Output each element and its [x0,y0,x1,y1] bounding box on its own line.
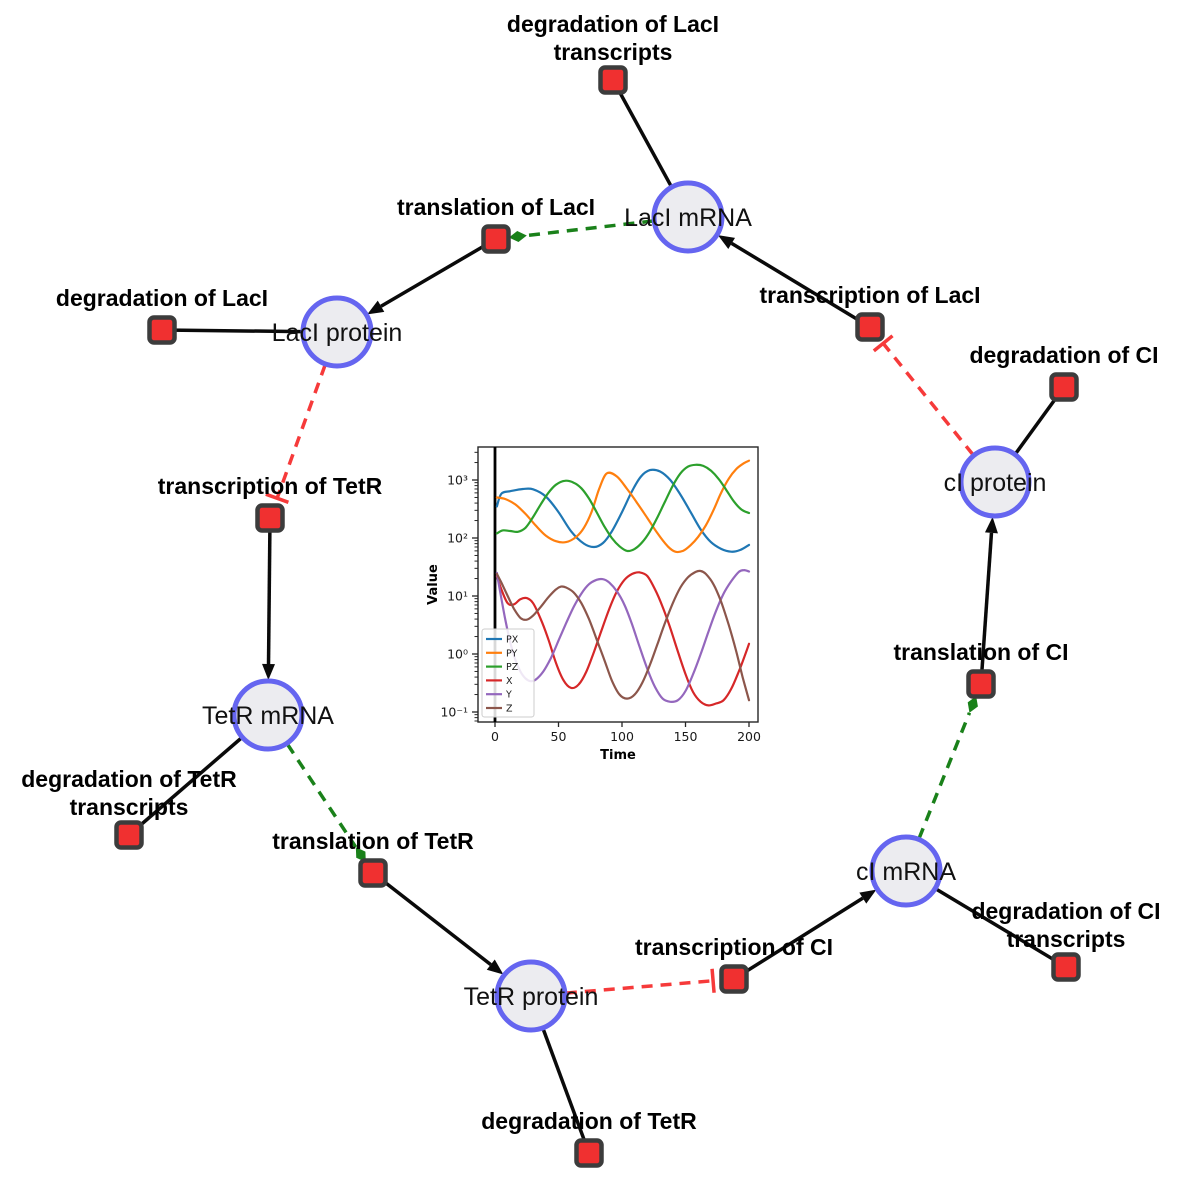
reaction-node-transcription-tetr [255,503,285,533]
chart-y-tick-label-0: 10⁰ [447,647,468,662]
edge-ci-protein-to-transcription-laci [881,342,975,456]
reaction-node-translation-ci [966,669,996,699]
chart-curve-PY [495,459,751,554]
edge-laci-protein-to-transcription-tetr-tbar-head [265,492,289,504]
chart-x-axis-label: Time [600,748,636,763]
reaction-node-transcription-laci [855,312,885,342]
label-transcription-laci: transcription of LacI [759,282,980,308]
label-deg-ci: degradation of CI [969,342,1158,368]
reaction-node-deg-ci-transcripts [1051,952,1081,982]
chart-curve-PX [495,468,751,553]
edges-layer [127,79,1067,1154]
edge-tetr-protein-to-deg-tetr [541,1028,591,1154]
species-node-ci-mrna [869,834,943,908]
chart-curve-Z [495,569,751,702]
edge-translation-ci-to-ci-protein [979,532,994,685]
edge-laci-protein-to-transcription-tetr [275,364,327,499]
chart-legend-label-Y: Y [505,690,512,701]
edge-translation-tetr-to-tetr-protein-arrowhead [486,959,504,975]
edge-laci-mrna-to-deg-laci-transcripts [611,79,673,188]
chart-layer: 0 50 100 150 200 Time 10⁻¹ 10⁰ 10¹ 10² 10³ Value PX P… [426,430,774,766]
label-ci-mrna: cI mRNA [856,858,956,886]
chart-legend-label-X: X [506,676,513,687]
label-deg-ci-transcripts-line2: transcripts [1007,926,1126,952]
reaction-node-deg-tetr [574,1138,604,1168]
edge-ci-mrna-to-deg-ci-transcripts [935,887,1067,969]
label-laci-protein: LacI protein [272,319,403,347]
edge-ci-protein-to-transcription-laci-tbar-head [872,334,894,353]
chart-x-tick-label-50: 50 [551,729,567,744]
label-tetr-mrna: TetR mRNA [202,702,334,730]
label-deg-laci-transcripts-line1: degradation of LacI [507,11,719,37]
chart-x-tick-label-0: 0 [491,729,499,744]
edge-tetr-mrna-to-translation-tetr-diamond-head [355,847,366,863]
edge-translation-ci-to-ci-protein-arrowhead [984,516,998,534]
label-deg-tetr-transcripts-line2: transcripts [70,794,189,820]
label-deg-laci-transcripts-line2: transcripts [554,39,673,65]
reaction-node-translation-tetr [358,858,388,888]
chart-y-tick-label-1: 10¹ [447,589,468,604]
edge-transcription-ci-to-ci-mrna-arrowhead [859,889,877,904]
label-deg-tetr: degradation of TetR [481,1108,697,1134]
chart-legend-label-PZ: PZ [506,662,519,673]
reaction-node-deg-laci [147,315,177,345]
label-translation-laci: translation of LacI [397,194,595,220]
chart-y-tick-label--1: 10⁻¹ [440,705,468,720]
chart-y-tick-label-3: 10³ [447,473,468,488]
edge-translation-laci-to-laci-protein-arrowhead [367,300,385,315]
chart-legend-label-PY: PY [506,648,518,659]
chart-legend-label-Z: Z [506,704,513,715]
labels-layer: LacI mRNA LacI protein TetR mRNA TetR prote… [21,11,1160,1134]
reaction-nodes-layer [114,65,1081,1168]
chart-x-tick-label-100: 100 [610,729,634,744]
edge-tetr-protein-to-transcription-ci [565,979,714,995]
edge-transcription-laci-to-laci-mrna-arrowhead [717,235,736,249]
reaction-node-deg-ci [1049,372,1079,402]
label-deg-laci: degradation of LacI [56,285,268,311]
label-laci-mrna: LacI mRNA [624,204,752,232]
label-deg-ci-transcripts-line1: degradation of CI [971,898,1160,924]
edge-translation-laci-to-laci-protein [380,237,497,308]
label-deg-tetr-transcripts-line1: degradation of TetR [21,766,237,792]
edge-laci-mrna-to-translation-laci-diamond-head [508,231,527,242]
chart-x-tick-label-200: 200 [737,729,761,744]
chart-x-tick-label-150: 150 [674,729,698,744]
edge-tetr-protein-to-transcription-ci-tbar-head [710,968,716,993]
chart-curve-PZ [495,463,751,553]
edge-ci-mrna-to-translation-ci [917,712,972,840]
edge-transcription-laci-to-laci-mrna [730,241,871,329]
label-transcription-tetr: transcription of TetR [158,473,383,499]
reaction-node-deg-laci-transcripts [598,65,628,95]
label-transcription-ci: transcription of CI [635,934,833,960]
edge-transcription-tetr-to-tetr-mrna [266,517,272,665]
label-tetr-protein: TetR protein [464,983,599,1011]
reaction-node-deg-tetr-transcripts [114,820,144,850]
species-node-tetr-protein [494,959,568,1033]
species-node-laci-mrna [651,180,725,254]
edge-translation-tetr-to-tetr-protein [371,871,492,967]
edge-laci-protein-to-deg-laci [161,328,303,334]
label-ci-protein: cI protein [944,469,1047,497]
species-node-laci-protein [300,295,374,369]
edge-transcription-ci-to-ci-mrna [733,896,864,981]
species-node-ci-protein [958,445,1032,519]
edge-transcription-tetr-to-tetr-mrna-arrowhead [262,663,276,681]
chart-legend-label-PX: PX [506,635,519,646]
edge-tetr-mrna-to-deg-tetr-transcripts [127,736,243,837]
edge-ci-mrna-to-translation-ci-diamond-head [967,696,978,713]
chart-y-axis-label: Value [426,564,441,605]
label-translation-tetr: translation of TetR [272,828,474,854]
species-node-tetr-mrna [231,678,305,752]
edge-tetr-mrna-to-translation-tetr [285,743,358,849]
reaction-node-translation-laci [481,224,511,254]
species-nodes-layer [231,180,1032,1033]
chart-curve-X [495,571,751,707]
edge-laci-mrna-to-translation-laci [526,219,654,238]
reaction-node-transcription-ci [719,964,749,994]
label-translation-ci: translation of CI [893,639,1068,665]
chart-y-tick-label-2: 10² [447,531,468,546]
